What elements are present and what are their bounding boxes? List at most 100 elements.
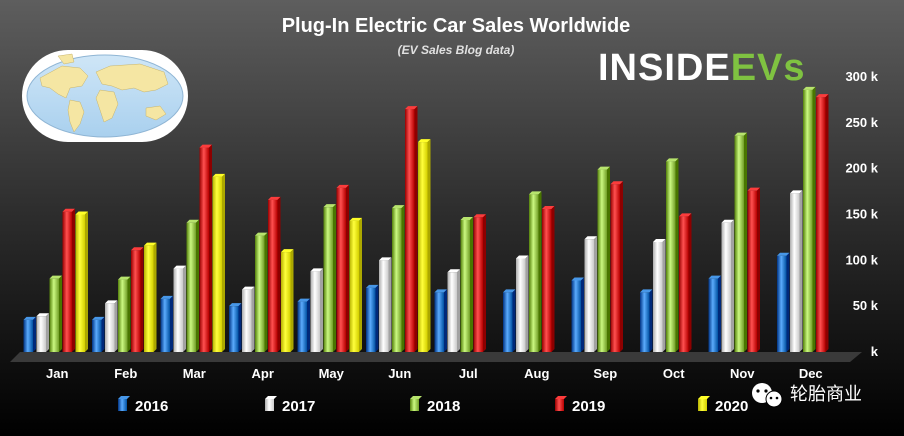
chart-floor — [10, 352, 862, 362]
x-tick-label: Jun — [388, 366, 411, 381]
bar-2016-Nov — [708, 275, 721, 352]
x-tick-label: Apr — [252, 366, 274, 381]
bar-2020-Feb — [144, 242, 157, 352]
legend-swatch — [265, 399, 274, 411]
x-tick-label: Oct — [663, 366, 685, 381]
svg-text:INSIDEEVs: INSIDEEVs — [598, 47, 806, 89]
bar-2017-Apr — [242, 286, 255, 352]
insideevs-logo: INSIDEEVs — [598, 47, 806, 89]
bar-2019-Feb — [131, 247, 144, 352]
y-axis-ticks: k 50 k 100 k 150 k 200 k 250 k 300 k — [845, 69, 878, 359]
bar-2019-Jul — [473, 214, 486, 352]
bar-2019-Dec — [816, 94, 829, 353]
bar-2020-Jan — [75, 211, 88, 352]
legend-item-2018: 2018 — [410, 396, 460, 415]
legend-swatch — [555, 399, 564, 411]
bar-2018-Feb — [118, 276, 131, 352]
legend-swatch — [698, 399, 707, 411]
bar-2019-Apr — [268, 196, 281, 352]
bar-2020-Apr — [281, 249, 294, 352]
chart-title: Plug-In Electric Car Sales Worldwide — [282, 15, 631, 37]
bar-2016-Oct — [640, 289, 653, 352]
x-axis-categories: Jan Feb Mar Apr May Jun Jul Aug Sep Oct Nov Dec — [46, 366, 823, 381]
bar-2018-Sep — [597, 166, 610, 352]
world-map-icon — [22, 50, 188, 142]
legend-label: 2019 — [572, 398, 605, 415]
bar-2017-Aug — [516, 255, 529, 352]
bar-2016-Mar — [160, 295, 173, 352]
bar-2017-Jun — [379, 257, 392, 352]
bar-2017-Feb — [105, 300, 118, 352]
bar-2016-Jul — [434, 289, 447, 352]
x-tick-label: Mar — [183, 366, 206, 381]
bar-2017-Nov — [721, 219, 734, 352]
y-tick-label: 150 k — [845, 207, 878, 222]
bar-2019-Sep — [610, 181, 623, 352]
bar-2017-Oct — [653, 239, 666, 352]
x-tick-label: Aug — [524, 366, 549, 381]
y-tick-label: 250 k — [845, 115, 878, 130]
bar-2019-Aug — [542, 206, 555, 352]
bar-2018-Aug — [529, 191, 542, 352]
legend-item-2016: 2016 — [118, 396, 168, 415]
bar-2019-Mar — [199, 144, 212, 352]
bar-2016-Jun — [366, 284, 379, 352]
legend-item-2019: 2019 — [555, 396, 605, 415]
bar-2016-Dec — [777, 252, 790, 352]
bar-2018-Nov — [734, 132, 747, 352]
legend-item-2020: 2020 — [698, 396, 748, 415]
bar-2016-Feb — [92, 316, 105, 352]
bar-2016-May — [297, 298, 310, 352]
bar-2016-Aug — [503, 289, 516, 352]
x-tick-label: Jul — [459, 366, 478, 381]
bar-2018-Jan — [49, 275, 62, 352]
legend-swatch — [118, 399, 127, 411]
bar-2019-May — [336, 184, 349, 352]
y-tick-label: 100 k — [845, 252, 878, 267]
bar-2019-Nov — [747, 187, 760, 352]
legend-label: 2020 — [715, 398, 748, 415]
bar-2018-Apr — [255, 232, 268, 352]
bar-2019-Oct — [679, 213, 692, 352]
legend-label: 2017 — [282, 398, 315, 415]
bar-2020-Jun — [418, 139, 431, 352]
legend-label: 2018 — [427, 398, 460, 415]
bar-2019-Jun — [405, 106, 418, 352]
legend-item-2017: 2017 — [265, 396, 315, 415]
bar-2017-Jul — [447, 269, 460, 352]
y-tick-label: 50 k — [853, 298, 879, 313]
chart-subtitle: (EV Sales Blog data) — [398, 43, 515, 57]
legend-swatch — [410, 399, 419, 411]
bar-2020-Mar — [212, 173, 225, 352]
bar-2017-Sep — [584, 236, 597, 352]
x-tick-label: Nov — [730, 366, 755, 381]
y-tick-label: 300 k — [845, 69, 878, 84]
bar-2018-Jun — [392, 205, 405, 352]
x-tick-label: Sep — [593, 366, 617, 381]
logo-suffix: EVs — [731, 47, 806, 89]
legend-label: 2016 — [135, 398, 168, 415]
x-tick-label: May — [319, 366, 345, 381]
y-tick-label: 200 k — [845, 161, 878, 176]
y-tick-label: k — [871, 344, 879, 359]
watermark-text: 轮胎商业 — [790, 384, 862, 405]
bar-2016-Sep — [571, 277, 584, 352]
bar-2016-Apr — [229, 303, 242, 352]
bar-2017-May — [310, 268, 323, 352]
bar-2017-Dec — [790, 190, 803, 352]
bar-2020-May — [349, 217, 362, 352]
logo-prefix: INSIDE — [598, 47, 731, 89]
x-tick-label: Dec — [799, 366, 823, 381]
bar-2017-Mar — [173, 265, 186, 352]
bar-2017-Jan — [36, 313, 49, 352]
x-tick-label: Feb — [114, 366, 137, 381]
watermark: 轮胎商业 — [752, 383, 862, 408]
bar-2018-Oct — [666, 158, 679, 352]
bar-2018-Dec — [803, 86, 816, 352]
wechat-icon — [752, 383, 783, 408]
legend: 2016 2017 2018 2019 2020 — [118, 396, 748, 415]
bar-2018-Mar — [186, 219, 199, 352]
bars-layer — [23, 86, 829, 353]
